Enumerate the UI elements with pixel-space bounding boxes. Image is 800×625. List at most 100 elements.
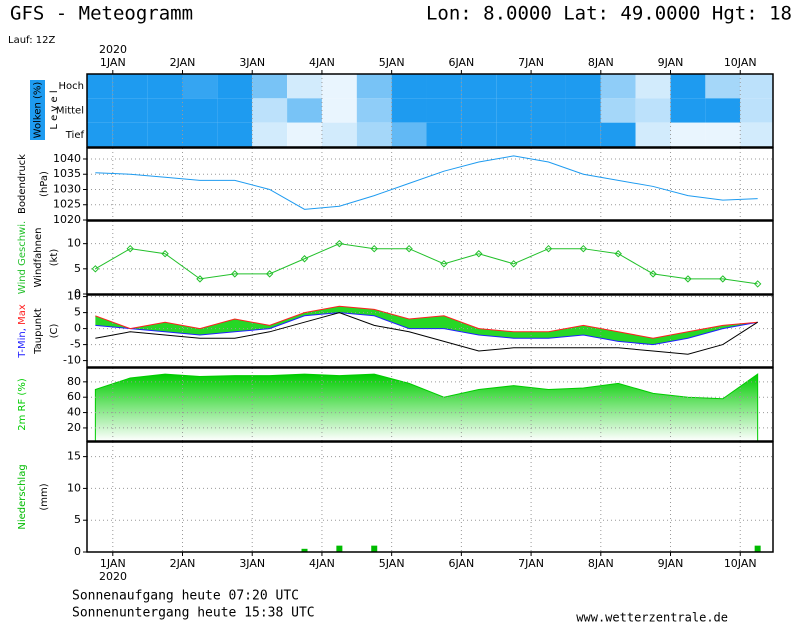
cloud-cell (87, 74, 113, 99)
panel-label-part: (hPa) (39, 171, 50, 197)
cloud-cell (565, 122, 601, 147)
cloud-cell (112, 98, 148, 123)
x-tick-label: 7JAN (518, 56, 544, 69)
panel-label-part: Niederschlag (17, 464, 28, 529)
y-tick-label: -10 (63, 354, 81, 367)
panel-label-part: 2m RF (%) (17, 378, 28, 431)
series-marker (649, 270, 657, 278)
cloud-cell (321, 74, 357, 99)
x-tick-label: 5JAN (379, 557, 405, 570)
panel-label: (kt) (49, 249, 60, 267)
cloud-label: Wolken (%) (33, 82, 44, 139)
cloud-cell (287, 74, 322, 99)
cloud-cell (252, 122, 288, 147)
cloud-cell (705, 122, 741, 147)
y-tick-label: 1035 (53, 167, 81, 180)
series-marker (265, 270, 274, 278)
panel-frame (86, 367, 774, 442)
panel-label: Wind Geschwi. (17, 221, 28, 294)
cloud-cell (740, 98, 773, 123)
cloud-cell (496, 122, 532, 147)
panel-label: Windfahnen (33, 228, 44, 288)
cloud-cell (565, 98, 601, 123)
cloud-cell (391, 74, 427, 99)
panel-label-part: Windfahnen (33, 228, 44, 288)
panel-frame (86, 294, 774, 368)
series-marker (335, 239, 344, 248)
cloud-cell (112, 122, 148, 147)
cloud-cell (147, 98, 183, 123)
series-marker (405, 244, 413, 253)
panel-label-part: Taupunkt (33, 308, 44, 355)
series-marker (719, 275, 727, 283)
precip-bar (301, 548, 308, 552)
y-tick-label: 10 (67, 481, 81, 494)
level-label: Mittel (56, 106, 84, 117)
y-tick-label: 60 (67, 390, 81, 403)
y-tick-label: 20 (67, 421, 81, 434)
cloud-cell (461, 98, 497, 123)
panel-frame (86, 73, 774, 148)
cloud-cell (321, 98, 357, 123)
cloud-cell (87, 122, 113, 147)
y-tick-label: 1040 (53, 152, 81, 165)
cloud-cell (635, 74, 671, 99)
source: www.wetterzentrale.de (576, 611, 728, 625)
cloud-cell (600, 122, 636, 147)
series-marker (753, 280, 762, 288)
panel-frame (86, 441, 774, 553)
cloud-cell (356, 74, 392, 99)
min-max-band (95, 306, 758, 345)
series-line (95, 155, 758, 210)
x-tick-label: 10JAN (724, 56, 757, 69)
year-bottom: 2020 (99, 570, 127, 583)
cloud-cell (217, 74, 253, 99)
x-tick-label: 2JAN (170, 56, 196, 69)
panel-label-part: (C) (49, 324, 60, 339)
panel-label-part: Wind Geschwi. (17, 221, 28, 294)
x-tick-label: 2JAN (170, 557, 196, 570)
cloud-cell (670, 98, 706, 123)
x-tick-label: 4JAN (309, 557, 335, 570)
cloud-cell (87, 98, 113, 123)
cloud-cell (182, 122, 218, 147)
panel-frame (86, 147, 774, 221)
x-tick-label: 1JAN (100, 56, 126, 69)
panel-label-part: (mm) (39, 483, 50, 510)
cloud-cell (252, 98, 288, 123)
series-marker (196, 275, 204, 283)
cloud-cell (531, 74, 566, 99)
cloud-cell (740, 122, 773, 147)
y-tick-label: 5 (74, 262, 81, 275)
y-tick-label: 10 (67, 290, 81, 303)
series-marker (614, 250, 622, 258)
panel-frame (86, 220, 774, 295)
cloud-cell (217, 122, 253, 147)
series-marker (370, 244, 378, 253)
series-line (95, 312, 758, 346)
cloud-cell (705, 98, 741, 123)
series-marker (440, 260, 448, 268)
cloud-cell (147, 122, 183, 147)
humidity-area (94, 373, 759, 442)
panel-label: Bodendruck (17, 154, 28, 214)
series-marker (231, 270, 239, 278)
y-tick-label: 1020 (53, 213, 81, 226)
cloud-cell (531, 98, 566, 123)
panel-label: Niederschlag (17, 464, 28, 529)
x-tick-label: 10JAN (724, 557, 757, 570)
x-tick-label: 8JAN (588, 557, 614, 570)
x-tick-label: 8JAN (588, 56, 614, 69)
panel-label: 2m RF (%) (17, 378, 28, 431)
cloud-cell (252, 74, 288, 99)
level-label: Tief (65, 130, 85, 141)
x-tick-label: 5JAN (379, 56, 405, 69)
cloud-cell (356, 122, 392, 147)
y-tick-label: 5 (74, 513, 81, 526)
x-tick-label: 1JAN (100, 557, 126, 570)
y-tick-label: 0 (74, 322, 81, 335)
cloud-cell (426, 74, 462, 99)
series-marker (544, 244, 553, 253)
